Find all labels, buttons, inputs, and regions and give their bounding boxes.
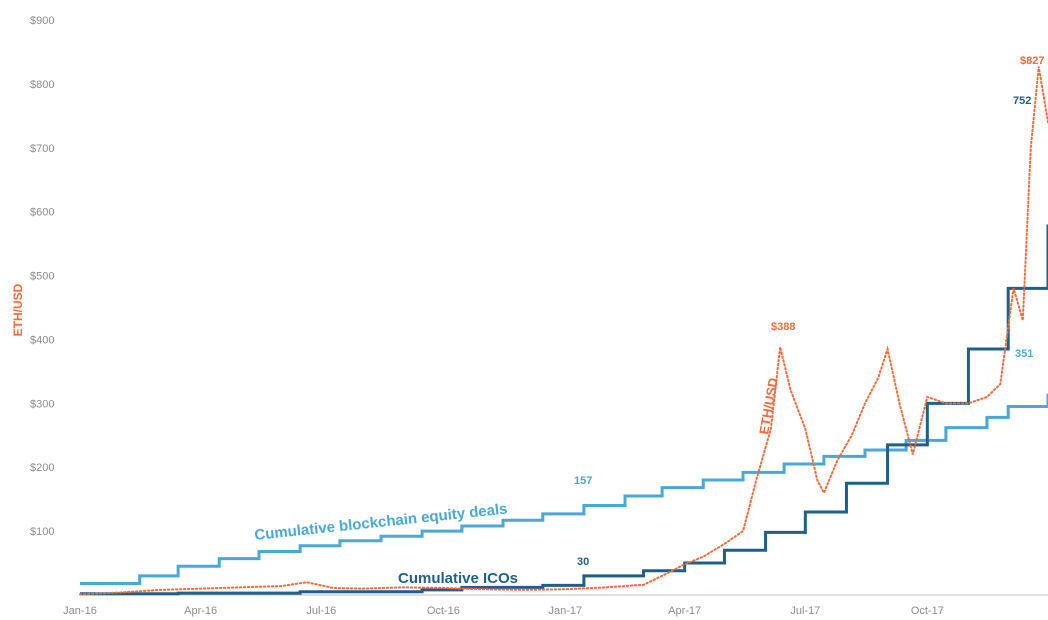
y-tick-label: $800 (30, 79, 54, 91)
y-axis-label: ETH/USD (11, 283, 25, 336)
y-tick-label: $200 (30, 462, 54, 474)
icos-end-label: 752 (1013, 95, 1031, 107)
x-axis-ticks: Jan-16 Apr-16 Jul-16 Oct-16 Jan-17 Apr-17 Jul-… (63, 605, 944, 617)
icos-series-label: Cumulative ICOs (398, 570, 518, 587)
eth-line (79, 66, 1048, 596)
icos-jan17-label: 30 (577, 556, 589, 568)
eth-series-label: ETH/USD (756, 377, 781, 436)
y-tick-label: $400 (30, 334, 54, 346)
x-tick-label: Apr-16 (184, 605, 217, 617)
y-tick-label: $600 (30, 207, 54, 219)
y-axis-ticks: $900 $800 $700 $600 $500 $400 $300 $200 $100 (30, 15, 54, 538)
x-tick-label: Oct-16 (427, 605, 460, 617)
y-tick-label: $900 (30, 15, 54, 27)
y-tick-label: $100 (30, 526, 54, 538)
x-tick-label: Jan-17 (549, 605, 583, 617)
x-tick-label: Jan-16 (63, 605, 97, 617)
x-tick-label: Oct-17 (911, 605, 944, 617)
equity-line (80, 393, 1048, 585)
equity-end-label: 351 (1015, 348, 1033, 360)
icos-line (80, 224, 1048, 596)
x-tick-label: Jul-16 (306, 605, 336, 617)
x-tick-label: Jul-17 (790, 605, 820, 617)
equity-jan17-label: 157 (574, 475, 592, 487)
y-tick-label: $500 (30, 271, 54, 283)
series-layer (79, 66, 1048, 596)
y-tick-label: $300 (30, 398, 54, 410)
x-tick-label: Apr-17 (668, 605, 701, 617)
labels-layer: Cumulative blockchain equity deals Cumul… (254, 55, 1045, 587)
y-tick-label: $700 (30, 143, 54, 155)
eth-peak-827-label: $827 (1020, 55, 1044, 67)
eth-peak-388-label: $388 (771, 321, 795, 333)
